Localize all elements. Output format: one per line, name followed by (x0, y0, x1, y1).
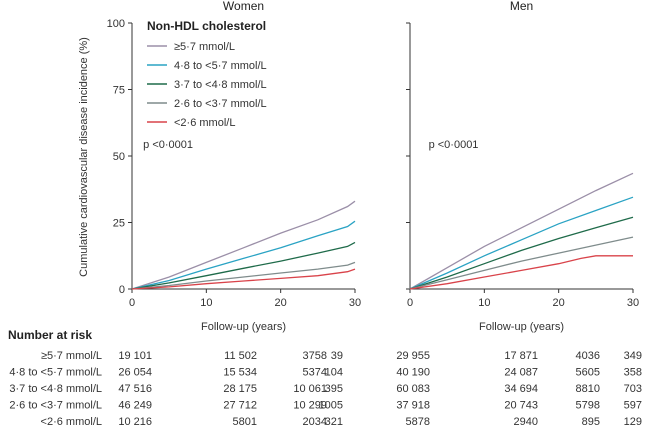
risk-value: 5605 (576, 367, 600, 379)
series-line-ge5-7 (131, 200, 356, 290)
panel-title: Men (510, 0, 533, 13)
y-tick-label: 0 (119, 284, 125, 296)
risk-value: 40 190 (396, 367, 430, 379)
p-value-annotation: p <0·0001 (143, 139, 193, 151)
risk-value: 5878 (406, 416, 430, 427)
risk-value: 129 (624, 416, 642, 427)
series-line-2-6-3-7 (409, 236, 634, 290)
legend: ≥5·7 mmol/L 4·8 to <5·7 mmol/L 3·7 to <4·8… (147, 41, 267, 129)
risk-value: 8810 (576, 383, 600, 395)
risk-value: 17 871 (504, 350, 538, 362)
panel-men: Men 0 10 20 30 Follow-up (years) p <0·0001 (406, 0, 639, 333)
p-value-annotation: p <0·0001 (429, 139, 479, 151)
x-tick-label: 10 (200, 297, 212, 309)
risk-value: 10 299 (293, 400, 327, 412)
y-tick-label: 100 (107, 18, 125, 30)
risk-table: Number at risk ≥5·7 mmol/L 19 101 11 502 37… (8, 328, 642, 427)
x-tick-label: 20 (553, 297, 565, 309)
risk-row-label: <2·6 mmol/L (41, 416, 102, 427)
risk-value: 26 054 (118, 367, 152, 379)
risk-value: 358 (624, 367, 642, 379)
risk-value: 5374 (303, 367, 327, 379)
legend-label: 3·7 to <4·8 mmol/L (174, 79, 267, 91)
risk-value: 104 (325, 367, 343, 379)
risk-value: 60 083 (396, 383, 430, 395)
risk-value: 37 918 (396, 400, 430, 412)
series-line-4-8-5-7 (409, 196, 634, 290)
y-tick-label: 75 (113, 85, 125, 97)
risk-row-label: 4·8 to <5·7 mmol/L (9, 367, 102, 379)
risk-value: 3758 (303, 350, 327, 362)
legend-item: <2·6 mmol/L (147, 117, 235, 129)
risk-value: 5801 (233, 416, 257, 427)
legend-label: ≥5·7 mmol/L (174, 41, 235, 53)
risk-value: 5798 (576, 400, 600, 412)
risk-value: 349 (624, 350, 642, 362)
legend-item: 3·7 to <4·8 mmol/L (147, 79, 267, 91)
risk-value: 2940 (514, 416, 538, 427)
legend-title: Non-HDL cholesterol (147, 19, 266, 33)
series-line-lt2-6 (131, 268, 356, 290)
risk-value: 28 175 (223, 383, 257, 395)
series-line-ge5-7 (409, 172, 634, 290)
legend-item: 4·8 to <5·7 mmol/L (147, 60, 267, 72)
series-line-2-6-3-7 (131, 261, 356, 290)
risk-value: 10 061 (293, 383, 327, 395)
series-line-3-7-4-8 (131, 241, 356, 290)
risk-value: 46 249 (118, 400, 152, 412)
x-tick-label: 0 (129, 297, 135, 309)
series-line-3-7-4-8 (409, 216, 634, 290)
risk-value: 4036 (576, 350, 600, 362)
risk-value: 39 (331, 350, 343, 362)
risk-value: 1005 (319, 400, 343, 412)
risk-row-label: ≥5·7 mmol/L (41, 350, 102, 362)
risk-value: 29 955 (396, 350, 430, 362)
legend-item: 2·6 to <3·7 mmol/L (147, 98, 267, 110)
risk-value: 15 534 (223, 367, 257, 379)
risk-value: 11 502 (224, 350, 257, 362)
x-tick-label: 10 (478, 297, 490, 309)
x-axis-label: Follow-up (years) (201, 321, 286, 333)
risk-value: 47 516 (118, 383, 152, 395)
legend-label: <2·6 mmol/L (174, 117, 235, 129)
risk-value: 27 712 (223, 400, 257, 412)
risk-value: 10 216 (118, 416, 152, 427)
x-tick-label: 30 (349, 297, 361, 309)
series-line-4-8-5-7 (131, 220, 356, 290)
legend-label: 4·8 to <5·7 mmol/L (174, 60, 267, 72)
risk-value: 2034 (303, 416, 327, 427)
risk-value: 19 101 (118, 350, 152, 362)
y-axis-label: Cumulative cardiovascular disease incide… (78, 37, 90, 277)
risk-value: 703 (624, 383, 642, 395)
risk-table-title: Number at risk (8, 328, 92, 342)
risk-value: 395 (325, 383, 343, 395)
y-tick-label: 50 (113, 151, 125, 163)
y-tick-label: 25 (113, 218, 125, 230)
panel-women: Women 0 10 20 30 0 25 50 75 100 Follow-up (years) p… (107, 0, 361, 333)
risk-row-label: 2·6 to <3·7 mmol/L (9, 400, 102, 412)
risk-value: 321 (325, 416, 343, 427)
risk-row: 2·6 to <3·7 mmol/L 46 249 27 712 10 2991005… (9, 400, 642, 412)
legend-label: 2·6 to <3·7 mmol/L (174, 98, 267, 110)
x-tick-label: 30 (627, 297, 639, 309)
series-line-lt2-6 (409, 255, 633, 290)
risk-value: 597 (624, 400, 642, 412)
risk-row: ≥5·7 mmol/L 19 101 11 502 3758 39 29 955 17 87… (41, 350, 642, 362)
panel-title: Women (223, 0, 264, 13)
x-axis-label: Follow-up (years) (479, 321, 564, 333)
x-tick-label: 20 (275, 297, 287, 309)
risk-value: 24 087 (504, 367, 538, 379)
risk-value: 34 694 (504, 383, 538, 395)
risk-value: 895 (582, 416, 600, 427)
risk-value: 20 743 (504, 400, 538, 412)
risk-row-label: 3·7 to <4·8 mmol/L (9, 383, 102, 395)
legend-item: ≥5·7 mmol/L (147, 41, 235, 53)
x-tick-label: 0 (407, 297, 413, 309)
